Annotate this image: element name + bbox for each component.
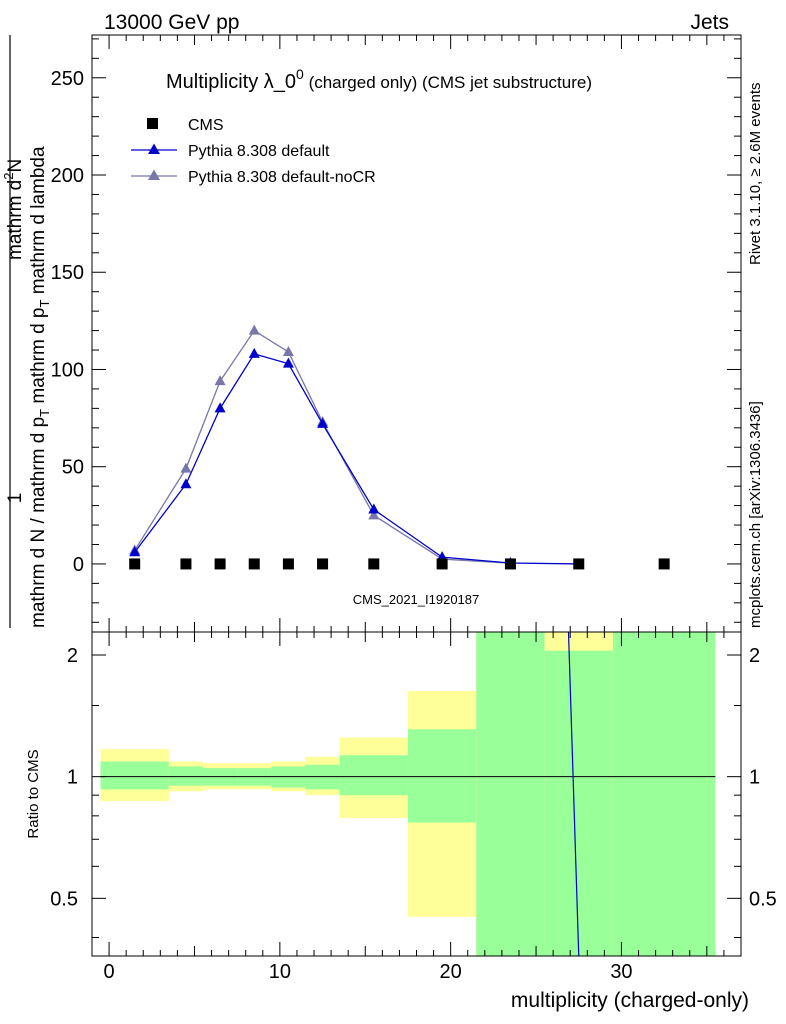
ratio-axis-ticks [92, 632, 741, 956]
series-point-cms [180, 558, 192, 570]
ylabel-denominator-part5: mathrm d lambda [28, 146, 49, 294]
ratio-band-inner [339, 755, 408, 796]
series-point-nocr [248, 324, 260, 335]
legend-cms-label: CMS [188, 117, 224, 134]
header-process-label: Jets [690, 11, 729, 34]
ratio-ytick-label-right: 2 [749, 645, 760, 667]
main-plot-panel: 0 50 100 150 200 250 CMS_2021_I1920187 Multip… [51, 34, 742, 633]
series-point-cms [317, 558, 329, 570]
ratio-default-line [567, 631, 580, 957]
ratio-ytick-label: 0.5 [50, 888, 78, 910]
ratio-band-inner [612, 632, 716, 956]
ylabel-denominator-part1: mathrm d N / mathrm d p [28, 417, 49, 628]
series-point-default [317, 417, 329, 428]
analysis-watermark: CMS_2021_I1920187 [353, 592, 480, 607]
legend: CMS Pythia 8.308 default Pythia 8.308 de… [131, 117, 376, 186]
series-point-nocr [214, 375, 226, 386]
ratio-x-tick-labels: 0 10 20 30 [104, 961, 633, 983]
main-ytick-label: 150 [51, 262, 84, 284]
series-point-nocr [180, 462, 192, 473]
main-ytick-label: 200 [51, 165, 84, 187]
ratio-xtick-label: 0 [104, 961, 115, 983]
legend-default-marker [148, 143, 160, 154]
series-point-cms [129, 558, 141, 570]
ratio-plot-panel: 0.5 0.5 1 1 2 2 0 10 20 30 Ratio to CMS multipli… [25, 631, 777, 1012]
ylabel-numerator-part2: N [5, 159, 26, 173]
legend-nocr-label: Pythia 8.308 default-noCR [188, 169, 376, 186]
series-point-cms [214, 558, 226, 570]
ylabel-denominator-sub2: T [37, 300, 52, 308]
mcplots-credit-label: mcplots.cern.ch [arXiv:1306.3436] [747, 401, 764, 628]
series-point-cms [282, 558, 294, 570]
series-point-default [129, 546, 141, 557]
ylabel-denominator-part3: mathrm d p [28, 308, 49, 404]
series-point-cms [436, 558, 448, 570]
ratio-ytick-label: 2 [67, 645, 78, 667]
main-y-axis-label: 1 mathrm d N / mathrm d pT mathrm d pT m… [1, 35, 52, 628]
ratio-xtick-label: 10 [269, 961, 291, 983]
ratio-band-inner [100, 761, 169, 790]
series-point-default [214, 402, 226, 413]
main-axis-ticks [92, 35, 741, 632]
ratio-ytick-label-right: 0.5 [749, 888, 777, 910]
ylabel-denominator-sub1: T [37, 409, 52, 417]
series-point-cms [658, 558, 670, 570]
ratio-y-tick-labels: 0.5 0.5 1 1 2 2 [50, 645, 777, 910]
series-point-nocr [368, 509, 380, 520]
series-point-cms [504, 558, 516, 570]
main-series-group [129, 324, 670, 570]
ratio-xtick-label: 30 [610, 961, 632, 983]
ylabel-numerator: mathrm d2N [1, 159, 26, 260]
series-point-nocr [282, 345, 294, 356]
ylabel-denominator: mathrm d N / mathrm d pT mathrm d pT mat… [28, 146, 52, 628]
ylabel-numerator-sup: 2 [1, 173, 16, 180]
plot-title-superscript: 0 [296, 66, 304, 82]
ylabel-numerator-one: 1 [5, 493, 26, 504]
ylabel-numerator-part1: mathrm d [5, 180, 26, 260]
x-axis-label: multiplicity (charged-only) [511, 989, 749, 1012]
main-ytick-label: 50 [62, 457, 84, 479]
rivet-version-label: Rivet 3.1.10, ≥ 2.6M events [747, 83, 764, 266]
legend-nocr-marker [148, 169, 160, 180]
main-y-tick-labels: 0 50 100 150 200 250 [51, 68, 84, 576]
main-ytick-label: 0 [73, 554, 84, 576]
plot-title: Multiplicity λ_00 (charged only) (CMS je… [166, 66, 592, 93]
series-point-default [282, 357, 294, 368]
ratio-bands [100, 632, 716, 956]
ratio-band-inner [476, 632, 545, 956]
main-ytick-label: 100 [51, 359, 84, 381]
main-ytick-label: 250 [51, 68, 84, 90]
ratio-ytick-label-right: 1 [749, 767, 760, 789]
ratio-ytick-label: 1 [67, 767, 78, 789]
ratio-y-axis-label: Ratio to CMS [25, 749, 42, 838]
series-point-cms [248, 558, 260, 570]
series-point-cms [368, 558, 380, 570]
ratio-band-inner [168, 766, 204, 786]
series-line-default [134, 353, 579, 565]
series-line-nocr [134, 329, 511, 564]
series-point-default [368, 503, 380, 514]
ratio-band-inner [407, 729, 477, 823]
legend-cms-marker [147, 118, 158, 129]
legend-default-label: Pythia 8.308 default [188, 143, 330, 160]
ratio-band-inner [544, 650, 613, 956]
series-point-cms [573, 558, 585, 570]
plot-title-tail: (charged only) (CMS jet substructure) [304, 73, 592, 92]
series-point-default [180, 478, 192, 489]
series-point-default [248, 347, 260, 358]
header-energy-label: 13000 GeV pp [104, 11, 239, 34]
plot-title-main: Multiplicity λ_0 [166, 71, 296, 93]
ratio-xtick-label: 20 [440, 961, 462, 983]
